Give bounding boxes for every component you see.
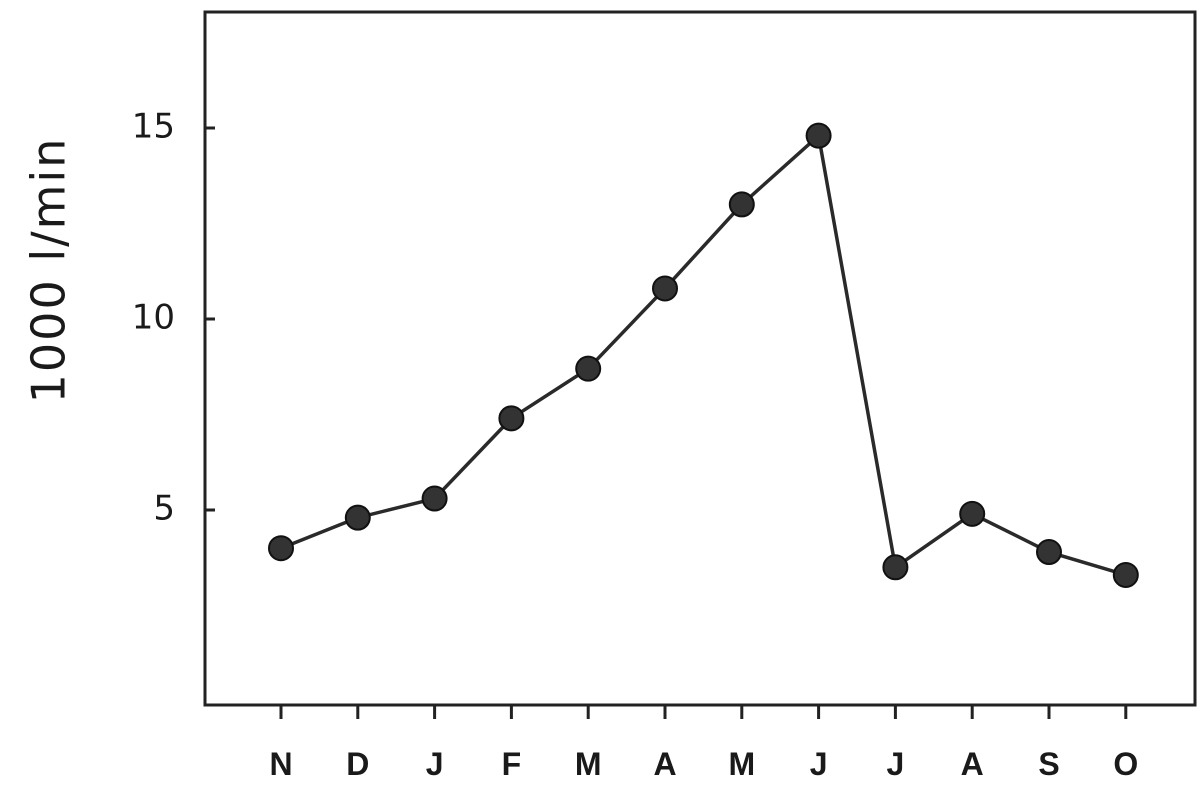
- data-point: [344, 504, 371, 531]
- y-tick-label: 10: [132, 298, 175, 338]
- series-group: [268, 122, 1139, 588]
- x-tick-label: M: [575, 746, 602, 782]
- data-point: [1112, 561, 1139, 588]
- x-tick-label: M: [728, 746, 755, 782]
- data-point: [652, 275, 678, 302]
- x-tick-label: A: [961, 746, 984, 782]
- x-tick-label: F: [502, 746, 522, 782]
- y-tick-label: 5: [153, 489, 175, 529]
- x-tick-label: O: [1113, 746, 1138, 782]
- y-axis: 5 10 15: [132, 107, 215, 529]
- x-tick-label: S: [1038, 746, 1059, 782]
- series-line: [280, 133, 1127, 577]
- x-tick-label: D: [346, 746, 369, 782]
- x-tick-label: N: [269, 746, 292, 782]
- plot-frame: [203, 10, 1197, 707]
- data-point: [882, 554, 909, 581]
- data-point: [268, 535, 294, 562]
- x-tick-label: J: [887, 746, 905, 782]
- y-tick-label: 15: [132, 107, 175, 147]
- data-point: [959, 500, 986, 527]
- data-point: [575, 355, 602, 382]
- data-point: [805, 122, 832, 149]
- x-tick-label: J: [810, 746, 828, 782]
- y-axis-label: 1000 l/min: [22, 137, 76, 404]
- data-point: [498, 405, 525, 432]
- data-point: [421, 485, 448, 512]
- x-tick-label: J: [426, 746, 444, 782]
- data-point: [728, 191, 755, 218]
- data-point: [1036, 539, 1062, 566]
- x-tick-label: A: [653, 746, 676, 782]
